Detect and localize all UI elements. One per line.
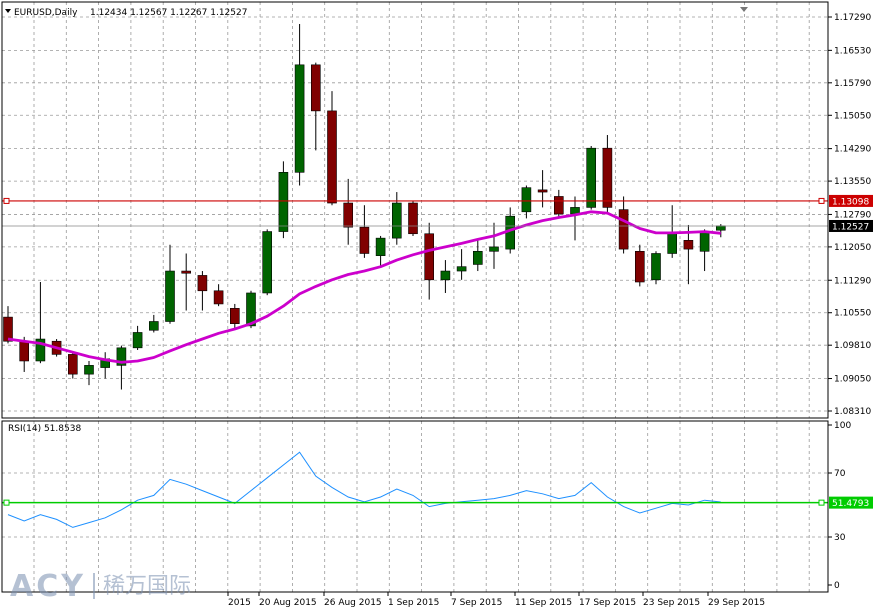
date-tick-label: 26 Aug 2015 [324, 598, 382, 608]
price-tick-label: 1.11290 [834, 276, 871, 286]
price-tick-label: 1.14290 [834, 145, 871, 155]
price-tick-label: 1.10550 [834, 309, 871, 319]
candle-body [278, 172, 289, 232]
candle-body [618, 209, 629, 250]
current-price-box [829, 219, 873, 232]
grid [2, 2, 828, 592]
rsi-line [7, 451, 721, 528]
price-tick-label: 1.12050 [834, 243, 871, 253]
candle-body [602, 147, 613, 208]
date-tick-label: 7 Sep 2015 [451, 598, 502, 608]
hline-price-box [829, 194, 873, 207]
price-tick-label: 1.17290 [834, 13, 871, 23]
candle-body [262, 231, 273, 294]
moving-average-line [7, 210, 721, 364]
candle-body [440, 270, 451, 281]
candles [3, 24, 726, 390]
current-price-label: 1.12527 [832, 222, 869, 232]
price-tick-label: 1.08310 [834, 407, 871, 417]
indicator-lines [2, 197, 828, 528]
candle-body [586, 147, 597, 208]
price-tick-label: 1.13550 [834, 177, 871, 187]
candle-body [197, 275, 208, 292]
candle-body [408, 202, 418, 235]
rsi-tick-label: 0 [834, 581, 840, 591]
candle-body [132, 332, 143, 349]
candle-body [699, 231, 710, 252]
date-tick-label: 17 Sep 2015 [579, 598, 636, 608]
watermark-logo: ACY 稀万国际 [10, 569, 191, 604]
candle-body [3, 316, 13, 342]
candle-body [294, 64, 305, 173]
candle-body [165, 270, 175, 322]
candle-body [424, 233, 435, 281]
candle-body [634, 250, 645, 283]
date-tick-label: 11 Sep 2015 [515, 598, 572, 608]
candle-body [537, 189, 548, 193]
candle-body [230, 308, 240, 324]
rsi-tick-label: 70 [834, 469, 846, 479]
date-tick-label: 23 Sep 2015 [643, 598, 700, 608]
candle-body [181, 270, 191, 274]
candle-body [84, 365, 94, 375]
date-tick-label: 2015 [228, 598, 251, 608]
candle-body [149, 321, 159, 331]
price-tick-label: 1.09050 [834, 375, 871, 385]
date-tick-label: 1 Sep 2015 [388, 598, 439, 608]
hline-handle-left [3, 197, 10, 204]
candle-body [359, 226, 370, 254]
rsi-tick-label: 100 [834, 421, 851, 431]
candle-body [553, 196, 564, 215]
candle-body [246, 292, 256, 327]
rsi-panel-frame [1, 420, 829, 593]
hline-price-label: 1.13098 [832, 197, 869, 207]
candle-body [715, 225, 726, 231]
candle-body [19, 340, 30, 362]
rsi-title: RSI(14) 51.8538 [8, 424, 81, 434]
svg-text:稀万国际: 稀万国际 [103, 574, 191, 599]
candle-body [327, 110, 337, 204]
candle-body [213, 290, 224, 305]
candle-body [68, 354, 78, 375]
candle-body [683, 240, 694, 250]
price-tick-label: 1.15790 [834, 79, 871, 89]
candle-body [651, 253, 661, 281]
candle-body [391, 202, 402, 239]
candle-body [310, 64, 321, 112]
date-tick-label: 20 Aug 2015 [259, 598, 317, 608]
svg-text:ACY: ACY [10, 569, 86, 604]
date-tick-label: 29 Sep 2015 [708, 598, 765, 608]
price-tick-label: 1.09810 [834, 341, 871, 351]
price-tick-label: 1.12790 [834, 210, 871, 220]
symbol-label: EURUSD,Daily [14, 8, 78, 18]
candle-body [375, 237, 386, 256]
rsi-level-handle-left [3, 499, 10, 506]
ohlc-label: 1.12434 1.12567 1.12267 1.12527 [90, 8, 247, 18]
scroll-marker-icon[interactable] [740, 7, 748, 12]
candle-body [667, 233, 678, 254]
rsi-level-label: 51.4793 [832, 499, 869, 509]
candle-body [35, 338, 46, 362]
main-panel-frame [1, 1, 829, 419]
candle-body [489, 246, 499, 252]
price-tick-label: 1.16530 [834, 46, 871, 56]
price-tick-label: 1.15050 [834, 111, 871, 121]
dropdown-triangle-icon[interactable] [5, 9, 11, 13]
candle-body [116, 347, 127, 366]
candle-body [521, 187, 532, 213]
rsi-tick-label: 30 [834, 533, 846, 543]
hline-handle-right [818, 197, 825, 204]
candle-body [472, 250, 483, 265]
candle-body [343, 202, 354, 228]
rsi-level-handle-right [818, 499, 825, 506]
candle-body [456, 266, 467, 272]
rsi-level-box [829, 496, 873, 509]
